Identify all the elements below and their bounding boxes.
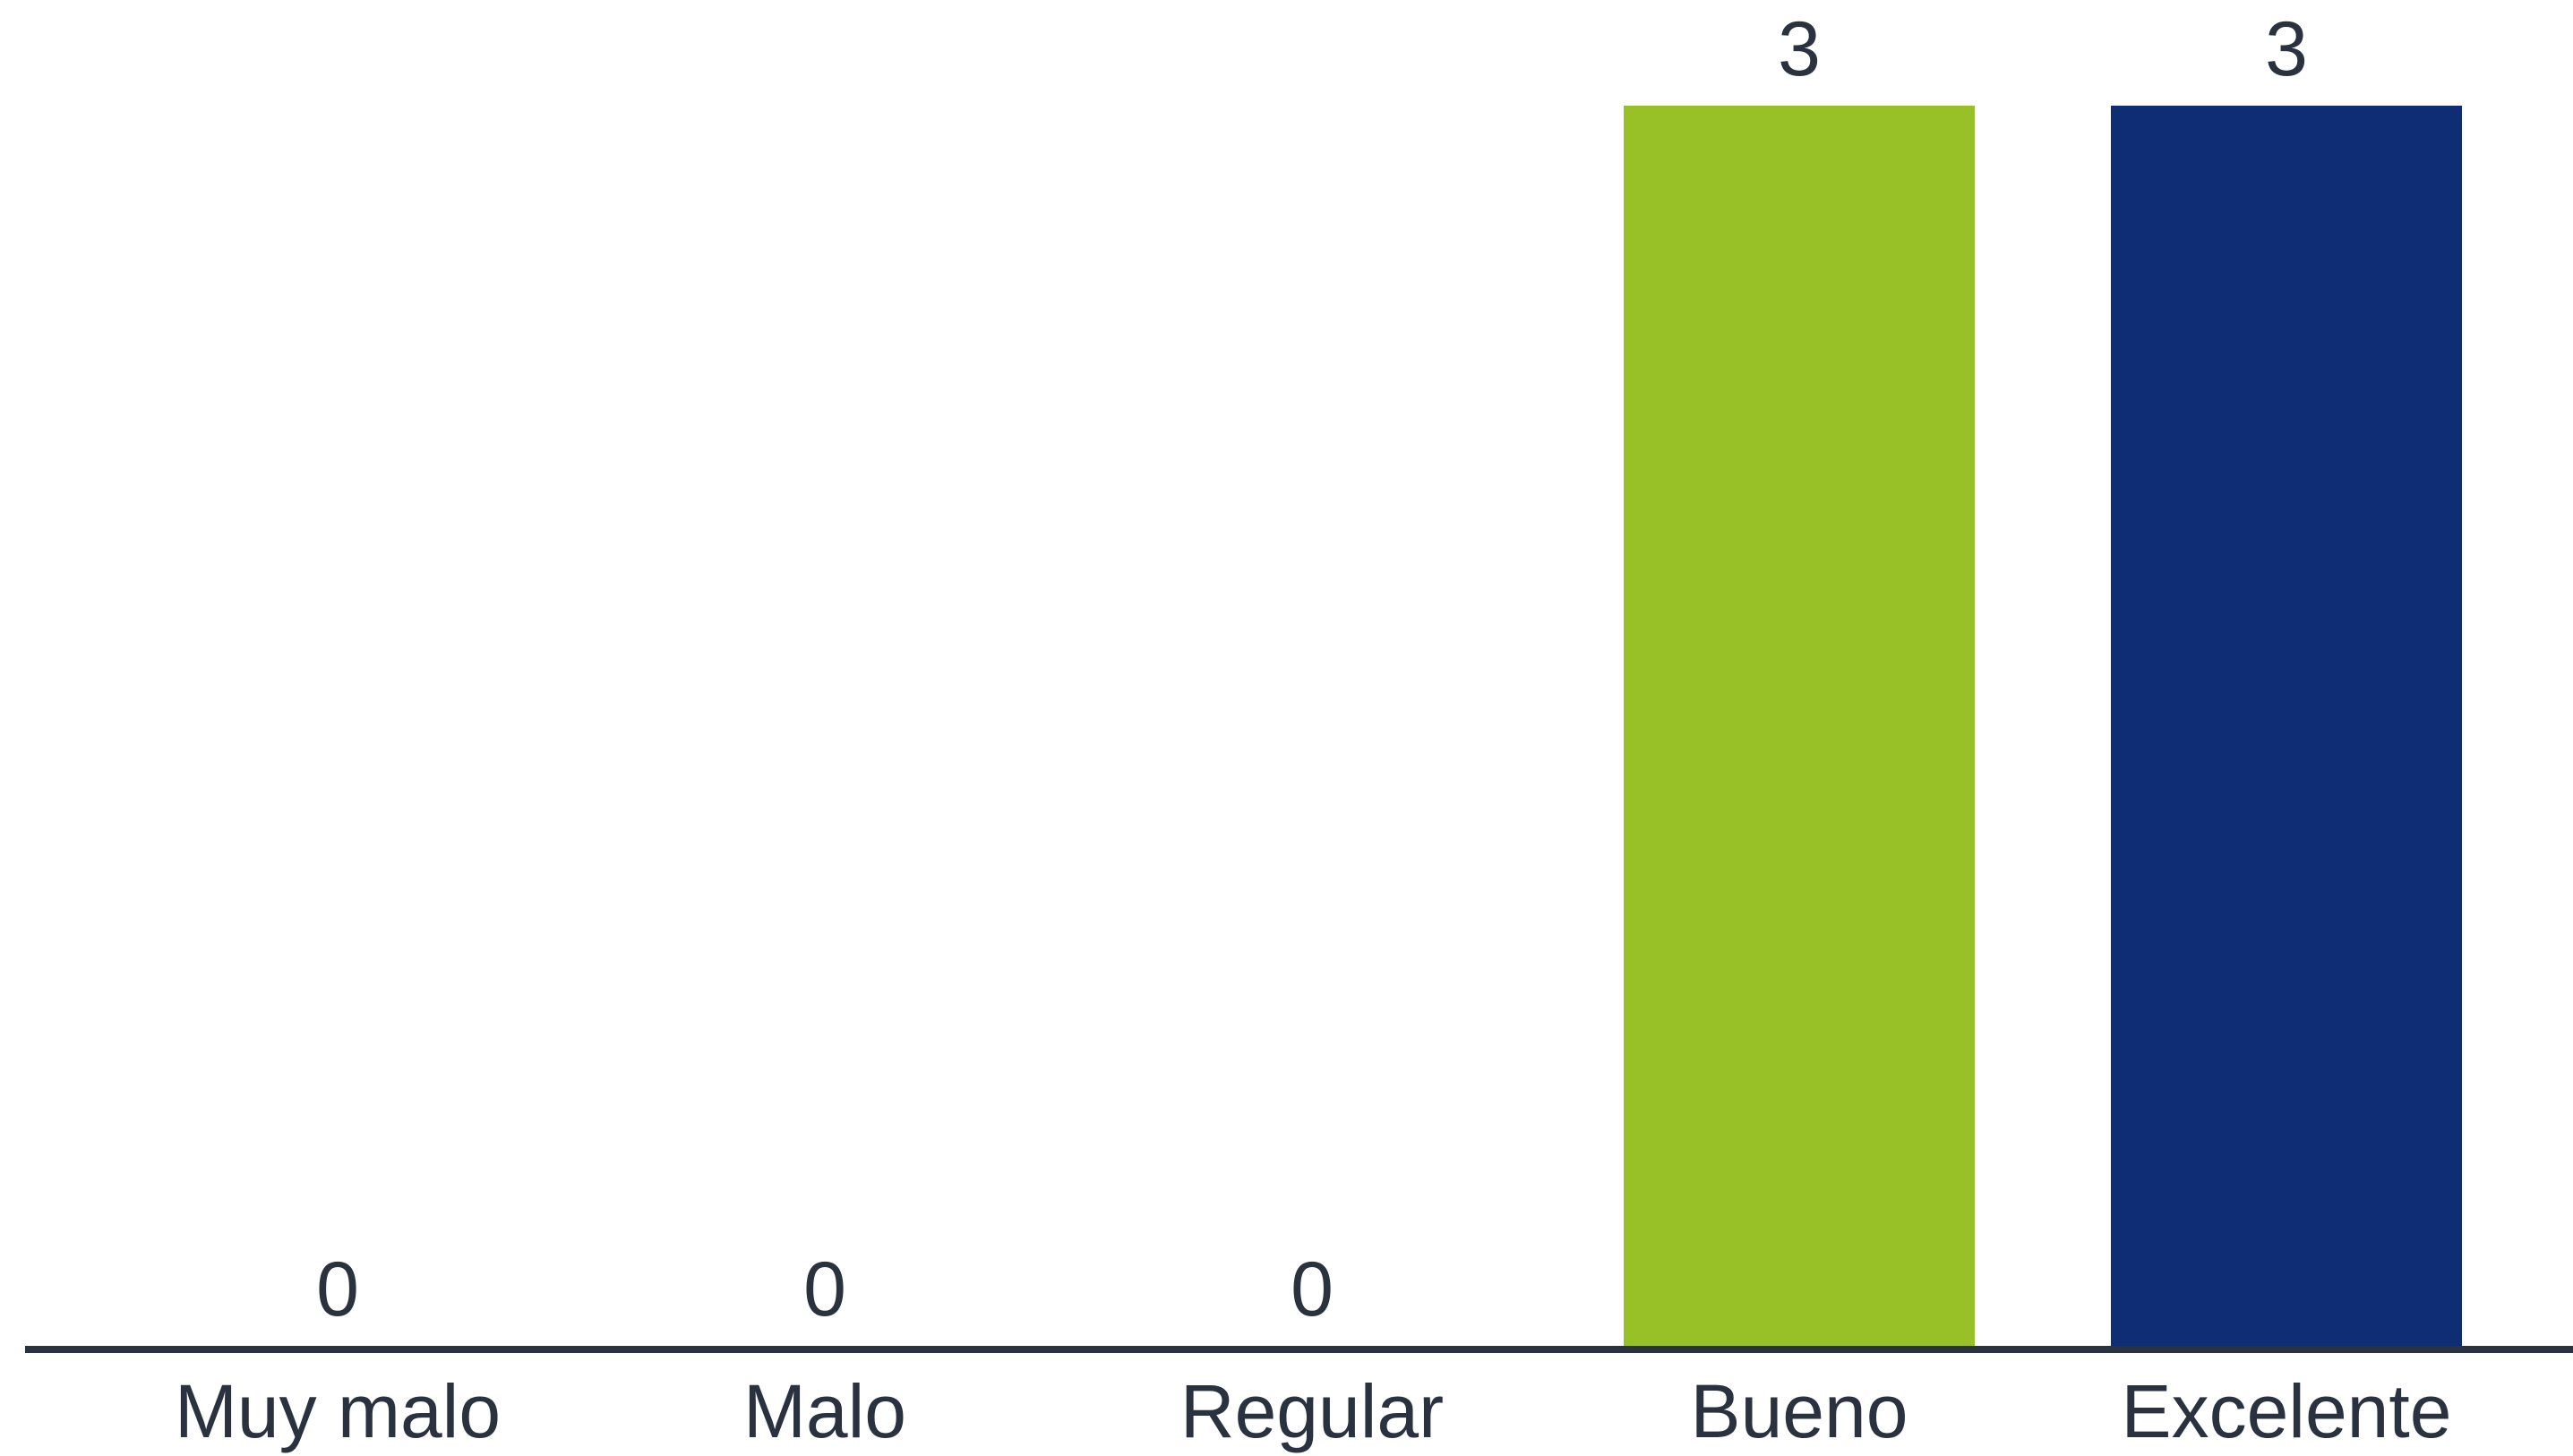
data-label-malo: 0 <box>803 1246 846 1332</box>
data-label-muy-malo: 0 <box>316 1246 359 1332</box>
data-label-regular: 0 <box>1291 1246 1334 1332</box>
bar-bueno <box>1624 106 1975 1346</box>
value-labels-group: 0 0 0 3 3 <box>316 6 2308 1332</box>
x-tick-label-excelente: Excelente <box>2122 1369 2452 1453</box>
data-label-bueno: 3 <box>1778 6 1821 92</box>
data-label-excelente: 3 <box>2265 6 2308 92</box>
x-tick-label-bueno: Bueno <box>1691 1369 1908 1453</box>
x-tick-label-muy-malo: Muy malo <box>175 1369 501 1453</box>
bars-group <box>1624 106 2462 1346</box>
tick-labels-group: Muy malo Malo Regular Bueno Excelente <box>175 1369 2452 1453</box>
x-tick-label-regular: Regular <box>1180 1369 1444 1453</box>
bar-excelente <box>2111 106 2462 1346</box>
x-tick-label-malo: Malo <box>743 1369 906 1453</box>
